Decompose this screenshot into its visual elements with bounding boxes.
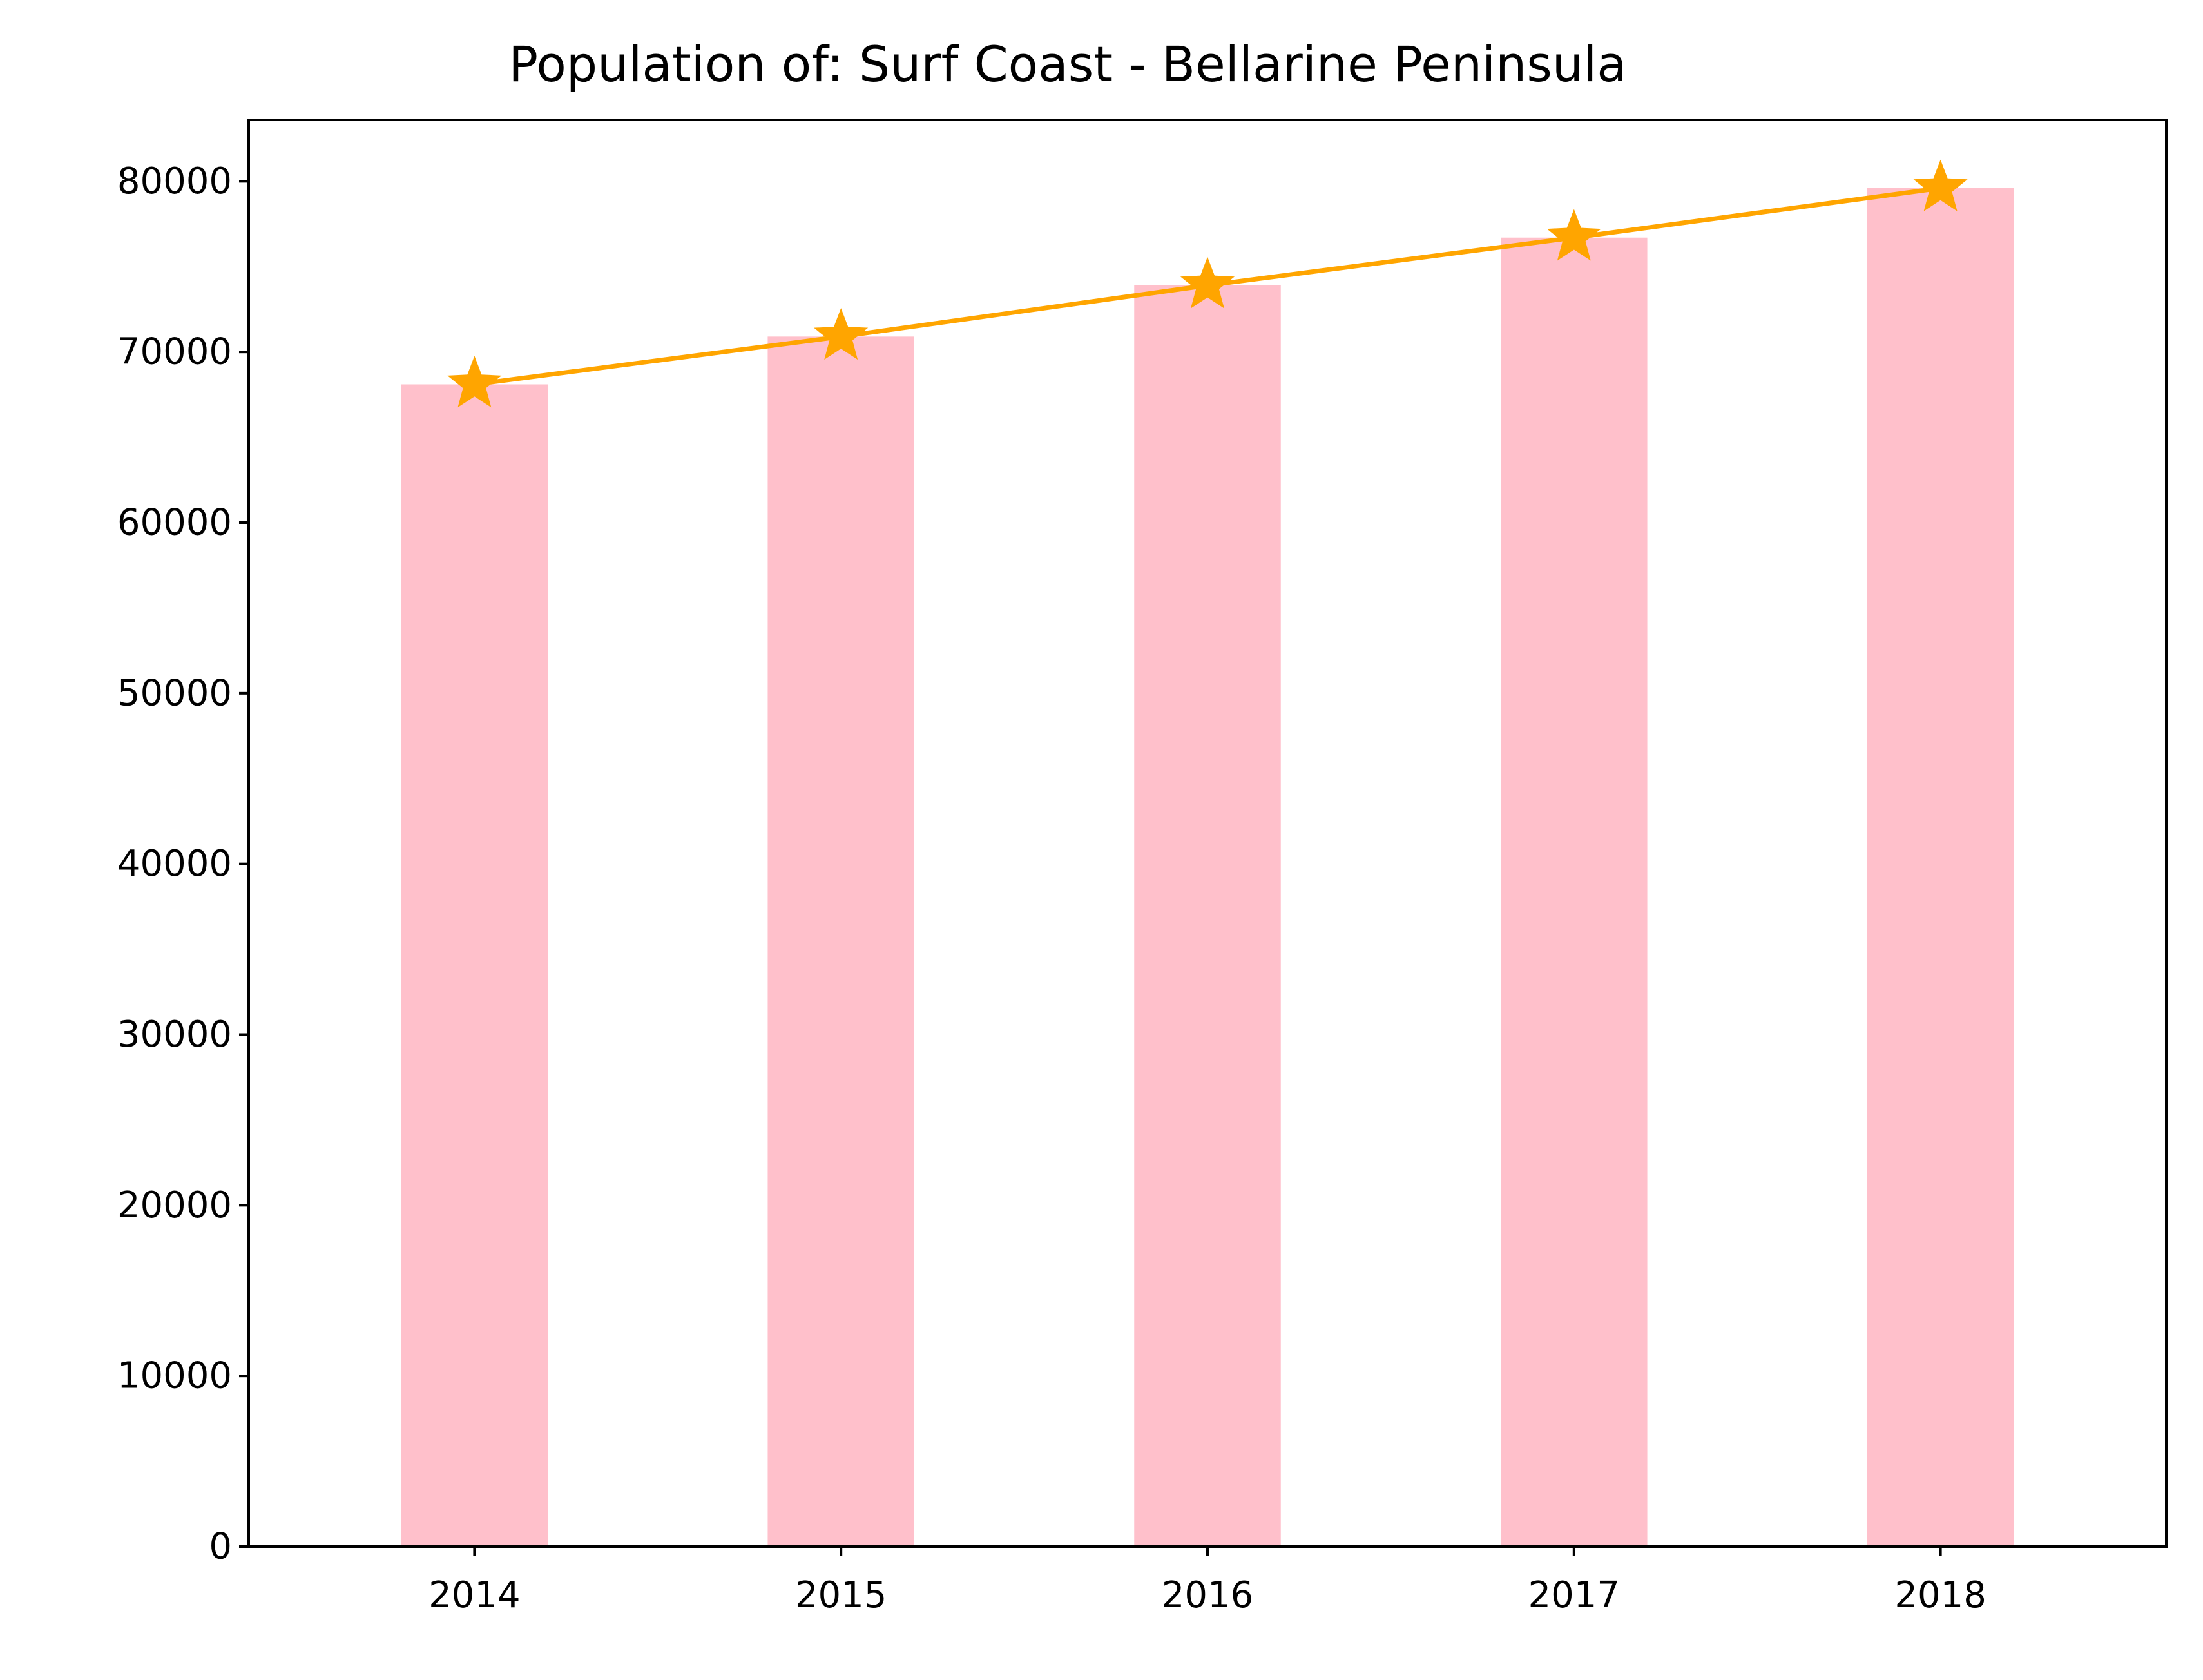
- chart-title: Population of: Surf Coast - Bellarine Pe…: [508, 35, 1627, 93]
- bar-2018: [1867, 188, 2014, 1547]
- y-tick-label: 0: [209, 1526, 232, 1568]
- x-axis: 2014 2015 2016 2017 2018: [428, 1547, 1987, 1616]
- star-marker-2015: [814, 308, 869, 360]
- bar-2017: [1501, 237, 1648, 1547]
- star-marker-2014: [447, 356, 502, 408]
- y-tick-label: 70000: [117, 331, 232, 373]
- y-tick-label: 10000: [117, 1355, 232, 1397]
- y-tick-label: 30000: [117, 1014, 232, 1056]
- x-tick-label: 2014: [428, 1574, 521, 1616]
- star-marker-2016: [1180, 256, 1235, 309]
- x-tick-label: 2017: [1528, 1574, 1621, 1616]
- y-tick-label: 40000: [117, 843, 232, 885]
- y-tick-label: 20000: [117, 1184, 232, 1226]
- x-tick-label: 2016: [1162, 1574, 1254, 1616]
- x-tick-label: 2018: [1894, 1574, 1987, 1616]
- bar-2016: [1134, 285, 1281, 1547]
- y-tick-label: 60000: [117, 502, 232, 544]
- markers-layer: [447, 159, 1968, 408]
- star-marker-2017: [1546, 209, 1601, 261]
- y-axis: 0 10000 20000 30000 40000 50000 60000 70000 8000…: [117, 160, 249, 1568]
- bar-2014: [401, 384, 548, 1547]
- bars-layer: [401, 188, 2014, 1547]
- x-tick-label: 2015: [795, 1574, 887, 1616]
- star-marker-2018: [1913, 159, 1968, 211]
- bar-2015: [767, 336, 914, 1547]
- y-tick-label: 80000: [117, 160, 232, 202]
- y-tick-label: 50000: [117, 672, 232, 714]
